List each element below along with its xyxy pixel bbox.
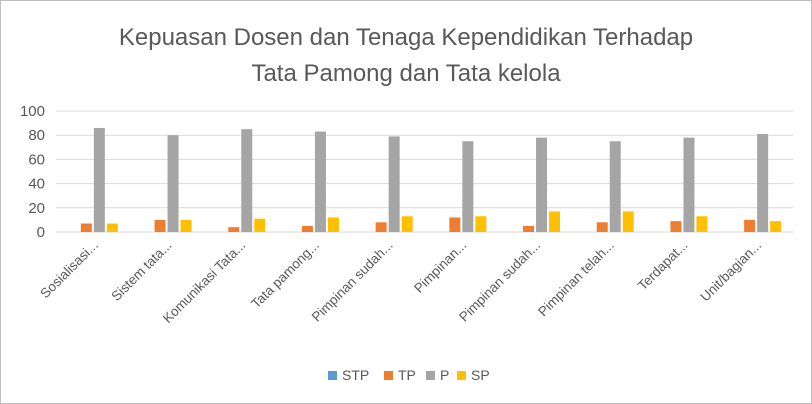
- x-category-label: Pimpinan...: [411, 238, 469, 296]
- x-category-label: Terdapat...: [635, 238, 691, 294]
- bar-sp: [622, 211, 634, 232]
- bar-tp: [449, 217, 461, 232]
- bar-tp: [301, 225, 313, 232]
- x-axis-categories: Sosialisasi... Sistem tata...Komunikasi T…: [37, 238, 764, 326]
- x-category-label: Sistem tata...: [108, 238, 174, 304]
- bar-sp: [401, 216, 413, 232]
- bar-p: [167, 135, 179, 232]
- bar-sp: [254, 218, 266, 232]
- legend: STP TP P SP: [328, 367, 490, 383]
- bar-tp: [154, 219, 166, 232]
- legend-swatch-sp: [457, 371, 466, 380]
- legend-label-sp: SP: [471, 367, 490, 383]
- x-category-label: Pimpinan telah...: [535, 238, 617, 320]
- y-axis-ticks: 0 20 40 60 80 100: [20, 103, 45, 241]
- bar-p: [609, 141, 621, 232]
- bar-p: [462, 141, 474, 232]
- x-category-label: Pimpinan sudah...: [456, 238, 543, 325]
- legend-label-p: P: [440, 367, 449, 383]
- legend-label-stp: STP: [342, 367, 369, 383]
- x-category-label: Sosialisasi...: [37, 238, 101, 302]
- bar-sp: [327, 217, 339, 232]
- bar-p: [241, 129, 253, 232]
- bar-sp: [180, 219, 192, 232]
- x-category-label: Komunikasi Tata...: [160, 238, 248, 326]
- bar-tp: [744, 219, 756, 232]
- bar-tp: [670, 221, 682, 232]
- bar-p: [536, 137, 548, 232]
- bar-tp: [596, 222, 608, 232]
- bar-tp: [523, 225, 535, 232]
- y-tick-label: 20: [28, 200, 45, 217]
- x-category-label: Tata pamong...: [248, 238, 322, 312]
- bar-sp: [696, 216, 708, 232]
- x-category-label: Pimpinan sudah...: [309, 238, 396, 325]
- legend-label-tp: TP: [398, 367, 416, 383]
- y-tick-label: 40: [28, 176, 45, 193]
- bars: [80, 127, 782, 232]
- bar-p: [93, 127, 105, 232]
- legend-swatch-tp: [384, 371, 393, 380]
- bar-tp: [375, 222, 387, 232]
- y-tick-label: 60: [28, 151, 45, 168]
- bar-p: [314, 131, 326, 232]
- gridlines: [56, 110, 793, 233]
- legend-swatch-p: [426, 371, 435, 380]
- bar-sp: [770, 221, 782, 232]
- bar-p: [388, 136, 400, 232]
- x-category-label: Unit/bagian...: [697, 238, 764, 305]
- chart-title-line-2: Tata Pamong dan Tata kelola: [251, 60, 561, 87]
- bar-p: [683, 137, 695, 232]
- bar-sp: [475, 216, 487, 232]
- y-tick-label: 80: [28, 127, 45, 144]
- bar-tp: [80, 223, 92, 232]
- bar-sp: [106, 223, 118, 232]
- bar-sp: [549, 211, 561, 232]
- bar-p: [757, 133, 769, 232]
- y-tick-label: 0: [37, 224, 45, 241]
- chart-title-line-1: Kepuasan Dosen dan Tenaga Kependidikan T…: [119, 24, 693, 51]
- legend-swatch-stp: [328, 371, 337, 380]
- y-tick-label: 100: [20, 103, 45, 120]
- bar-tp: [228, 227, 240, 232]
